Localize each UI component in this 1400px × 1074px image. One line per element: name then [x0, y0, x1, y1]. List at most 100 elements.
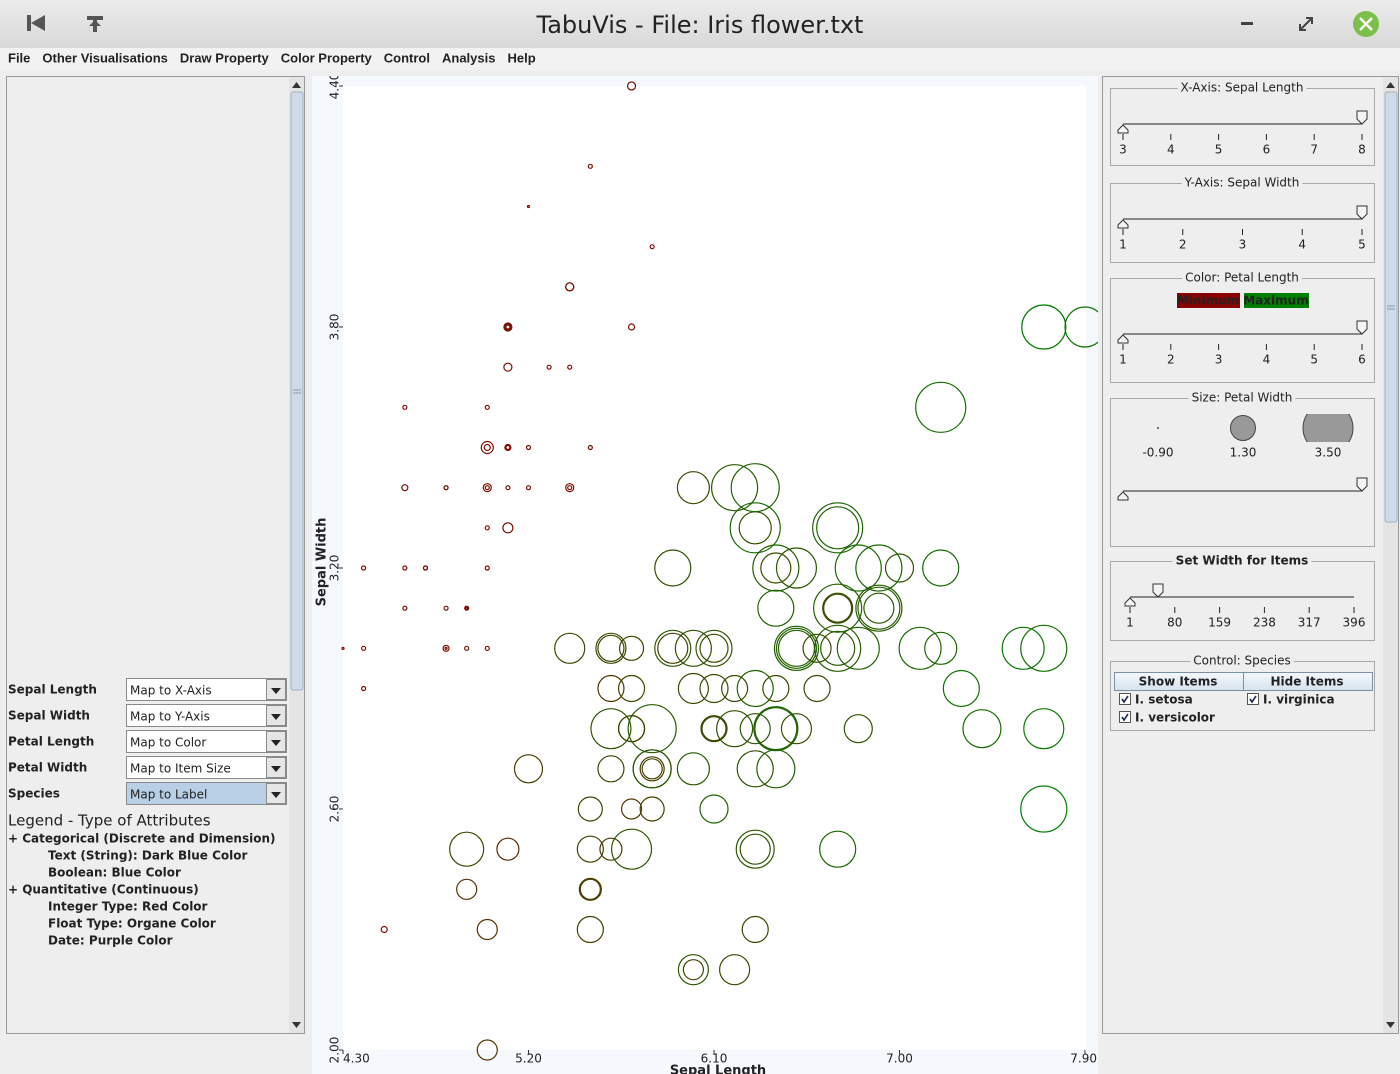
data-point [674, 629, 712, 667]
minimize-button[interactable] [1241, 22, 1253, 25]
data-point [1001, 626, 1045, 670]
right-scrollbar[interactable] [1383, 77, 1398, 1033]
maximize-button[interactable] [1299, 17, 1313, 31]
data-point [924, 631, 958, 665]
data-point [1064, 306, 1098, 348]
mapping-combobox[interactable]: Map to Y-Axis [126, 704, 287, 727]
data-point [361, 645, 367, 651]
data-point [504, 323, 512, 331]
slider-tick-label: 6 [1263, 143, 1271, 157]
species-button[interactable]: Show Items [1114, 672, 1244, 691]
attribute-name: Sepal Length [8, 683, 97, 697]
data-point [736, 750, 774, 788]
pin-icon[interactable] [27, 15, 45, 31]
menu-item[interactable]: Help [507, 50, 535, 65]
group-title-bg [1190, 653, 1294, 669]
slider-thumb[interactable] [1117, 334, 1129, 344]
menu-item[interactable]: File [8, 50, 30, 65]
slider-tick-label: 4 [1167, 143, 1175, 157]
data-point [482, 483, 492, 493]
slider-thumb[interactable] [1356, 320, 1368, 335]
data-point [554, 632, 586, 664]
keep-icon[interactable] [87, 16, 103, 32]
species-checkbox[interactable]: I. virginica [1247, 693, 1335, 707]
data-point [721, 674, 749, 703]
mapping-combobox[interactable]: Map to Item Size [126, 756, 287, 779]
slider-thumb[interactable] [1117, 124, 1129, 134]
slider-thumb[interactable] [1152, 583, 1164, 598]
checkbox [1247, 693, 1259, 705]
data-point [677, 954, 709, 986]
slider-thumb[interactable] [1356, 477, 1368, 492]
data-point [814, 624, 862, 672]
data-point [816, 506, 860, 550]
combobox-arrow [271, 714, 281, 720]
slider-tick-label: 1 [1126, 616, 1134, 630]
data-point [341, 646, 345, 650]
combobox-value: Map to X-Axis [130, 684, 212, 698]
data-point [401, 484, 409, 492]
mapping-combobox[interactable]: Map to Label [126, 782, 287, 805]
species-button[interactable]: Hide Items [1243, 672, 1373, 691]
data-point [380, 925, 388, 934]
group-title: Color: Petal Length [1185, 271, 1299, 285]
data-point [962, 709, 1002, 749]
combobox-value: Map to Item Size [130, 762, 231, 776]
group-title-bg [1188, 390, 1296, 406]
menu-item[interactable]: Other Visualisations [42, 50, 167, 65]
data-point [676, 471, 710, 505]
data-point [567, 485, 573, 491]
data-point [626, 81, 637, 91]
data-point [942, 669, 980, 708]
menu: File Other Visualisations Draw Property Col… [8, 50, 536, 65]
slider-thumb[interactable] [1117, 491, 1129, 501]
close-button[interactable] [1353, 11, 1379, 37]
color-min-swatch [1177, 293, 1240, 308]
checkbox-label: I. setosa [1135, 693, 1193, 707]
slider-tick-label: 7 [1310, 143, 1318, 157]
combobox-arrow [271, 792, 281, 798]
data-point [402, 565, 408, 571]
data-point [476, 918, 498, 941]
legend-title: Legend - Type of Attributes [8, 812, 211, 830]
title-bar [0, 0, 1400, 48]
data-point [525, 485, 532, 491]
y-tick-label: 2.00 [328, 1037, 342, 1064]
data-point [587, 444, 593, 451]
menu-item[interactable]: Color Property [281, 50, 373, 65]
slider-thumb[interactable] [1124, 597, 1136, 607]
slider-tick-label: 4 [1298, 238, 1306, 252]
slider-tick-label: 4 [1263, 353, 1271, 367]
legend-item: Boolean: Blue Color [48, 866, 181, 880]
menu-item[interactable]: Draw Property [180, 50, 270, 65]
slider-thumb[interactable] [1356, 110, 1368, 125]
mapping-combobox[interactable]: Map to Color [126, 730, 287, 753]
menu-item[interactable]: Control [384, 50, 430, 65]
button-face [1243, 672, 1373, 691]
slider-thumb[interactable] [1356, 205, 1368, 220]
button-label: Show Items [1139, 675, 1218, 689]
data-point [496, 837, 520, 861]
mapping-combobox[interactable]: Map to X-Axis [126, 678, 287, 701]
menu-item[interactable]: Analysis [442, 50, 495, 65]
combobox-value: Map to Label [130, 788, 207, 802]
data-point [456, 878, 478, 900]
left-scrollbar[interactable] [289, 77, 304, 1033]
combobox-arrow [271, 740, 281, 746]
slider-tick-label: 5 [1310, 353, 1318, 367]
data-point [802, 633, 832, 663]
plot-area [343, 86, 1086, 1050]
data-point [641, 758, 663, 780]
scatter-chart: 4.30 5.20 6.10 7.00 7.90 2.00 2.60 3.20 3.80 4.40… [315, 76, 1098, 1074]
species-checkbox[interactable]: I. versicolor [1119, 711, 1216, 725]
slider-thumb[interactable] [1117, 219, 1129, 229]
size-legend [1157, 414, 1354, 442]
group-title-bg [1177, 80, 1307, 96]
size-legend-mark [1230, 415, 1256, 441]
data-point [730, 463, 780, 513]
size-legend-mark [1157, 427, 1159, 429]
species-checkbox[interactable]: I. setosa [1119, 693, 1193, 707]
data-point [654, 549, 692, 587]
group-title: Y-Axis: Sepal Width [1184, 176, 1300, 190]
data-point [711, 464, 759, 512]
